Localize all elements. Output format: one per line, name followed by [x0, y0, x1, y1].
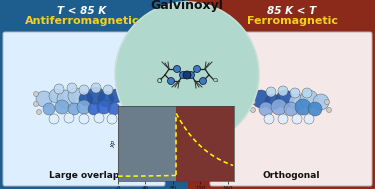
- Circle shape: [174, 66, 180, 73]
- Circle shape: [87, 87, 105, 105]
- Circle shape: [327, 108, 332, 112]
- Circle shape: [103, 85, 113, 95]
- Circle shape: [266, 87, 276, 97]
- Circle shape: [188, 71, 195, 78]
- Circle shape: [36, 109, 42, 115]
- Bar: [0, 0, 188, 189]
- Circle shape: [278, 86, 288, 96]
- Circle shape: [264, 114, 274, 124]
- Circle shape: [271, 99, 287, 115]
- Circle shape: [168, 77, 174, 84]
- Circle shape: [68, 88, 84, 104]
- Circle shape: [251, 99, 255, 105]
- Text: 85 K < T: 85 K < T: [267, 6, 316, 16]
- Circle shape: [251, 108, 255, 112]
- Circle shape: [308, 102, 322, 116]
- Circle shape: [108, 103, 120, 115]
- Circle shape: [79, 92, 93, 106]
- Circle shape: [94, 113, 104, 123]
- Circle shape: [49, 114, 59, 124]
- Circle shape: [77, 100, 91, 114]
- FancyBboxPatch shape: [210, 32, 372, 186]
- Circle shape: [183, 71, 191, 79]
- Circle shape: [289, 94, 305, 110]
- Circle shape: [200, 77, 207, 84]
- Circle shape: [43, 103, 55, 115]
- FancyBboxPatch shape: [3, 32, 165, 186]
- Circle shape: [126, 108, 130, 112]
- Circle shape: [194, 66, 201, 73]
- Circle shape: [36, 91, 52, 107]
- Circle shape: [265, 94, 281, 110]
- Circle shape: [278, 114, 288, 124]
- Circle shape: [313, 94, 329, 110]
- Circle shape: [97, 100, 111, 114]
- Circle shape: [302, 88, 312, 98]
- Circle shape: [107, 114, 117, 124]
- Circle shape: [33, 91, 39, 97]
- Text: Ferromagnetic: Ferromagnetic: [246, 16, 338, 26]
- Circle shape: [115, 2, 259, 146]
- Circle shape: [64, 113, 74, 123]
- Bar: [188, 0, 375, 189]
- Circle shape: [79, 85, 89, 95]
- Circle shape: [54, 84, 64, 94]
- Circle shape: [276, 90, 294, 108]
- Circle shape: [324, 99, 330, 105]
- Circle shape: [290, 88, 300, 98]
- Circle shape: [123, 90, 129, 94]
- Circle shape: [180, 71, 186, 78]
- Text: O: O: [156, 78, 162, 84]
- Circle shape: [49, 89, 63, 103]
- Circle shape: [304, 114, 314, 124]
- Bar: [118, 106, 176, 181]
- Circle shape: [122, 99, 126, 105]
- Circle shape: [284, 102, 298, 116]
- Circle shape: [68, 103, 80, 115]
- Circle shape: [57, 90, 75, 108]
- Circle shape: [292, 114, 302, 124]
- Circle shape: [91, 83, 101, 93]
- Circle shape: [88, 103, 100, 115]
- Circle shape: [109, 89, 123, 103]
- Circle shape: [33, 101, 39, 106]
- Circle shape: [295, 99, 311, 115]
- Text: T < 85 K: T < 85 K: [57, 6, 106, 16]
- Text: O.: O.: [213, 78, 219, 84]
- Text: Orthogonal: Orthogonal: [262, 170, 320, 180]
- Text: Antiferromagnetic: Antiferromagnetic: [25, 16, 139, 26]
- Text: Large overlap: Large overlap: [49, 170, 119, 180]
- Circle shape: [300, 90, 318, 108]
- Bar: [176, 106, 234, 181]
- Circle shape: [55, 100, 69, 114]
- Circle shape: [98, 91, 114, 107]
- Text: Galvinoxyl: Galvinoxyl: [150, 0, 224, 12]
- Circle shape: [259, 102, 273, 116]
- Circle shape: [79, 114, 89, 124]
- Circle shape: [252, 90, 270, 108]
- Y-axis label: Xp: Xp: [112, 139, 117, 148]
- Circle shape: [67, 83, 77, 93]
